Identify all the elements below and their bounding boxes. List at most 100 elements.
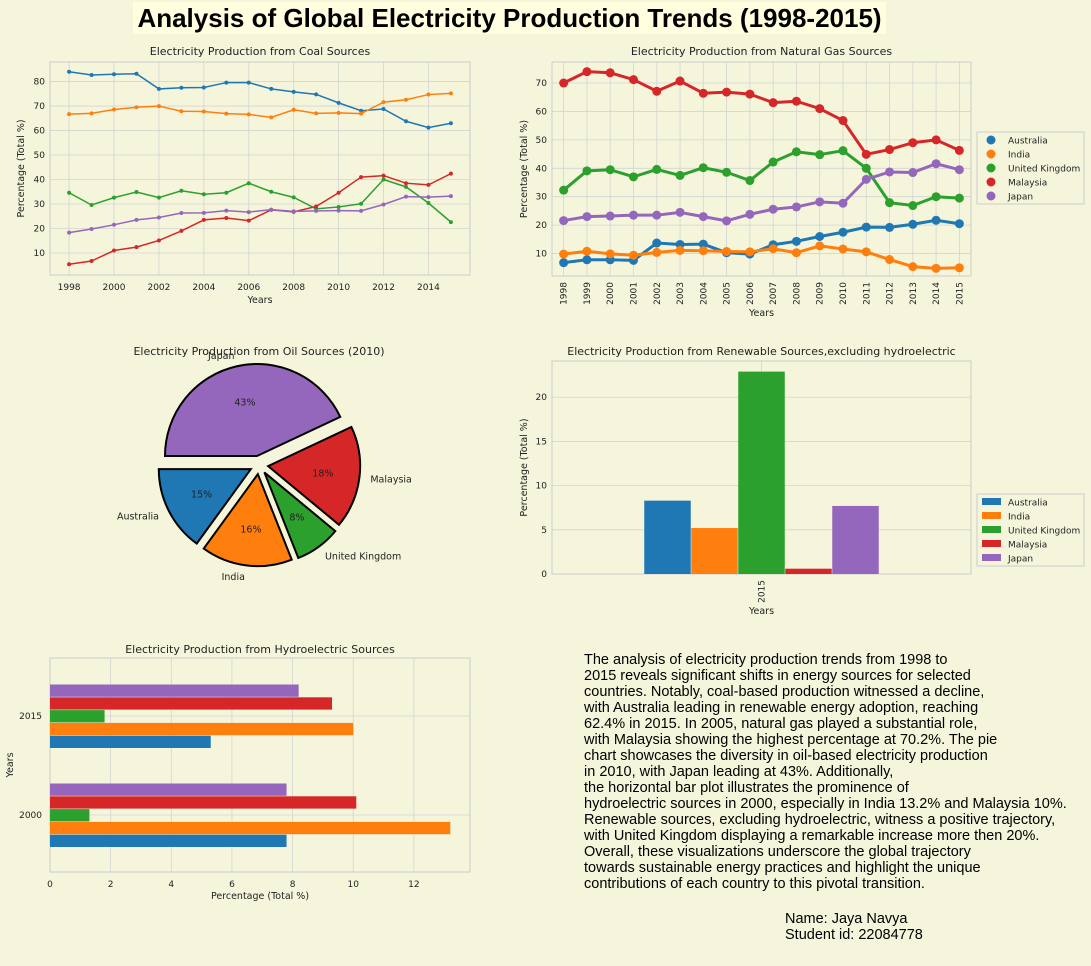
x-tick-label: 2013: [909, 282, 919, 305]
pie-category-label: United Kingdom: [325, 551, 401, 562]
data-point: [908, 168, 918, 178]
data-point: [269, 86, 274, 91]
y-tick-label: 60: [536, 107, 548, 117]
x-tick-label: 4: [168, 880, 174, 890]
data-point: [652, 210, 662, 220]
data-point: [582, 246, 592, 256]
data-point: [838, 227, 848, 237]
data-point: [112, 72, 117, 77]
data-point: [156, 238, 161, 243]
legend-label: Australia: [1008, 499, 1048, 509]
data-point: [246, 210, 251, 215]
data-point: [134, 71, 139, 76]
pie-category-label: India: [222, 572, 245, 583]
legend-label: India: [1008, 513, 1030, 523]
data-point: [291, 195, 296, 200]
data-point: [359, 111, 364, 116]
y-tick-label: 40: [536, 164, 548, 174]
data-point: [791, 96, 801, 106]
legend-marker: [986, 135, 996, 145]
data-point: [931, 192, 941, 202]
pie-pct-label: 43%: [234, 398, 255, 409]
data-point: [269, 115, 274, 120]
data-point: [698, 246, 708, 256]
legend-marker: [986, 149, 996, 159]
y-tick-label: 2000: [19, 811, 42, 821]
x-axis-label: Years: [246, 295, 272, 306]
legend-marker: [982, 498, 1001, 505]
plot-frame: [49, 61, 471, 276]
data-point: [815, 197, 825, 207]
y-tick-label: 5: [541, 526, 547, 536]
data-point: [112, 107, 117, 112]
data-point: [269, 207, 274, 212]
data-point: [359, 108, 364, 113]
series-line: [68, 195, 451, 234]
data-point: [698, 88, 708, 98]
summary-line: Overall, these visualizations underscore…: [584, 844, 971, 860]
summary-line: in 2010, with Japan leading at 43%. Addi…: [584, 764, 894, 780]
data-point: [246, 181, 251, 186]
x-axis-label: Years: [748, 606, 774, 617]
data-point: [768, 98, 778, 108]
data-point: [179, 211, 184, 216]
data-point: [861, 149, 871, 159]
y-tick-label: 10: [34, 249, 46, 259]
x-tick-label: 1998: [58, 283, 81, 293]
data-point: [246, 218, 251, 223]
data-point: [791, 202, 801, 212]
data-point: [722, 167, 732, 177]
data-point: [791, 147, 801, 157]
data-point: [336, 110, 341, 115]
x-tick-label: 2004: [699, 282, 709, 305]
data-point: [291, 107, 296, 112]
data-point: [403, 119, 408, 124]
y-axis-label: Percentage (Total %): [519, 120, 530, 218]
data-point: [908, 262, 918, 272]
legend-label: United Kingdom: [1008, 527, 1080, 537]
summary-text: The analysis of electricity production t…: [584, 652, 1084, 892]
data-point: [201, 210, 206, 215]
data-point: [628, 250, 638, 260]
data-point: [908, 138, 918, 148]
data-point: [652, 247, 662, 257]
data-point: [179, 228, 184, 233]
x-tick-label: 2006: [237, 283, 260, 293]
data-point: [931, 159, 941, 169]
data-point: [224, 111, 229, 116]
legend-marker: [986, 163, 996, 173]
data-point: [885, 167, 895, 177]
y-tick-label: 20: [34, 224, 46, 234]
data-point: [67, 69, 72, 74]
data-point: [336, 190, 341, 195]
y-tick-label: 15: [536, 437, 547, 447]
data-point: [954, 263, 964, 273]
x-tick-label: 2015: [955, 282, 965, 305]
y-tick-label: 30: [34, 200, 46, 210]
data-point: [426, 92, 431, 97]
data-point: [67, 112, 72, 117]
chart-title: Electricity Production from Natural Gas …: [631, 45, 893, 58]
x-tick-label: 10: [348, 880, 360, 890]
data-point: [179, 109, 184, 114]
bar: [832, 505, 879, 574]
x-tick-label: 2009: [816, 282, 826, 305]
data-point: [954, 145, 964, 155]
pie-slice: [157, 468, 253, 546]
data-point: [745, 209, 755, 219]
bar: [50, 796, 357, 809]
x-tick-label: 2002: [653, 282, 663, 305]
data-point: [179, 188, 184, 193]
bar: [738, 371, 785, 574]
legend-marker: [986, 177, 996, 187]
data-point: [652, 86, 662, 96]
data-point: [448, 194, 453, 199]
y-tick-label: 10: [536, 482, 548, 492]
data-point: [67, 230, 72, 235]
data-point: [954, 165, 964, 175]
data-point: [675, 76, 685, 86]
summary-line: The analysis of electricity production t…: [584, 652, 948, 668]
data-point: [224, 215, 229, 220]
